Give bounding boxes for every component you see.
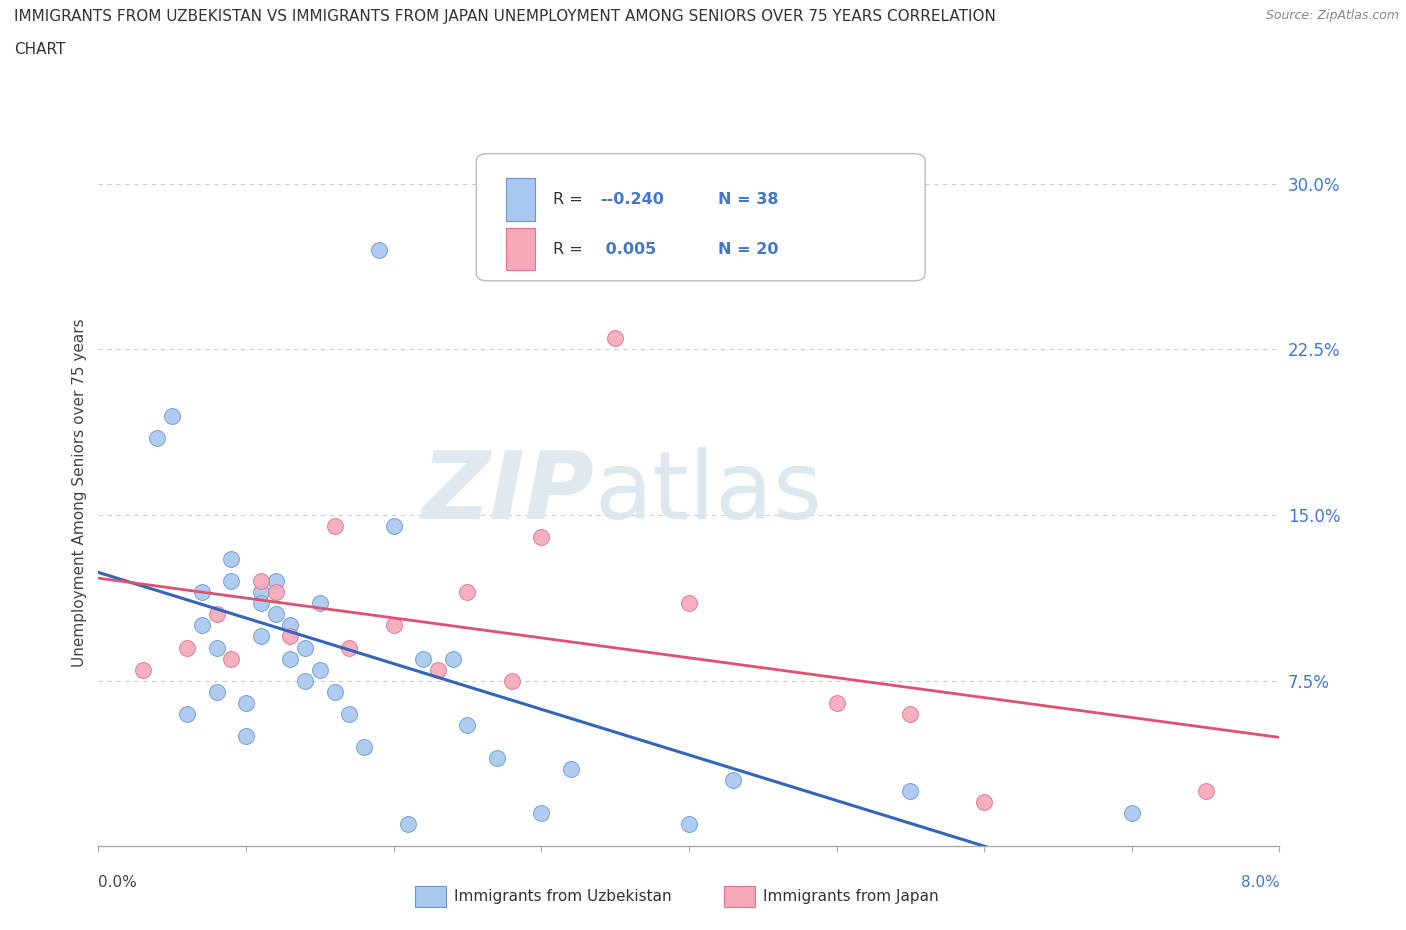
Point xyxy=(250,629,273,644)
Point xyxy=(367,243,389,258)
Point xyxy=(219,574,242,589)
Point xyxy=(353,739,375,754)
Point xyxy=(264,585,287,600)
Point xyxy=(294,640,316,655)
Point xyxy=(426,662,449,677)
Point xyxy=(235,728,257,743)
Point xyxy=(191,585,214,600)
Point xyxy=(294,673,316,688)
Text: R =: R = xyxy=(553,193,588,207)
Text: N = 20: N = 20 xyxy=(718,242,779,257)
Point xyxy=(264,607,287,622)
Text: 0.005: 0.005 xyxy=(600,242,657,257)
Point xyxy=(412,651,434,666)
Point xyxy=(1121,805,1143,820)
Point xyxy=(235,696,257,711)
Point xyxy=(205,607,228,622)
Point xyxy=(162,408,183,423)
Point xyxy=(278,629,301,644)
Point xyxy=(973,794,995,809)
Point xyxy=(530,805,553,820)
Point xyxy=(278,651,301,666)
Point xyxy=(205,640,228,655)
Text: IMMIGRANTS FROM UZBEKISTAN VS IMMIGRANTS FROM JAPAN UNEMPLOYMENT AMONG SENIORS O: IMMIGRANTS FROM UZBEKISTAN VS IMMIGRANTS… xyxy=(14,9,995,24)
Point xyxy=(250,585,273,600)
Point xyxy=(132,662,155,677)
Point xyxy=(560,762,582,777)
Point xyxy=(323,684,346,699)
Point xyxy=(308,662,332,677)
Text: R =: R = xyxy=(553,242,588,257)
FancyBboxPatch shape xyxy=(506,179,536,220)
Text: Source: ZipAtlas.com: Source: ZipAtlas.com xyxy=(1265,9,1399,22)
Point xyxy=(678,596,700,611)
Text: CHART: CHART xyxy=(14,42,66,57)
FancyBboxPatch shape xyxy=(506,228,536,271)
Point xyxy=(264,574,287,589)
Point xyxy=(1194,784,1216,799)
Point xyxy=(898,707,921,722)
Text: Immigrants from Japan: Immigrants from Japan xyxy=(763,889,939,904)
Point xyxy=(485,751,508,765)
Point xyxy=(146,431,169,445)
FancyBboxPatch shape xyxy=(477,153,925,281)
Text: atlas: atlas xyxy=(595,447,823,538)
Point xyxy=(396,817,419,831)
Point xyxy=(205,684,228,699)
Point xyxy=(456,717,478,732)
Y-axis label: Unemployment Among Seniors over 75 years: Unemployment Among Seniors over 75 years xyxy=(72,319,87,667)
Point xyxy=(456,585,478,600)
Text: ZIP: ZIP xyxy=(422,447,595,538)
Point xyxy=(219,651,242,666)
Point xyxy=(337,640,360,655)
Text: 8.0%: 8.0% xyxy=(1240,874,1279,890)
Point xyxy=(250,574,273,589)
Text: N = 38: N = 38 xyxy=(718,193,779,207)
Point xyxy=(278,618,301,633)
Point xyxy=(323,519,346,534)
Text: --0.240: --0.240 xyxy=(600,193,664,207)
Point xyxy=(678,817,700,831)
Point xyxy=(382,519,405,534)
Point xyxy=(250,596,273,611)
Point xyxy=(308,596,332,611)
Text: 0.0%: 0.0% xyxy=(98,874,138,890)
Point xyxy=(721,773,744,788)
Point xyxy=(898,784,921,799)
Text: Immigrants from Uzbekistan: Immigrants from Uzbekistan xyxy=(454,889,672,904)
Point xyxy=(219,551,242,566)
Point xyxy=(176,640,198,655)
Point xyxy=(382,618,405,633)
Point xyxy=(441,651,464,666)
Point xyxy=(337,707,360,722)
Point xyxy=(605,331,627,346)
Point xyxy=(501,673,523,688)
Point xyxy=(191,618,214,633)
Point xyxy=(825,696,848,711)
Point xyxy=(530,530,553,545)
Point xyxy=(176,707,198,722)
